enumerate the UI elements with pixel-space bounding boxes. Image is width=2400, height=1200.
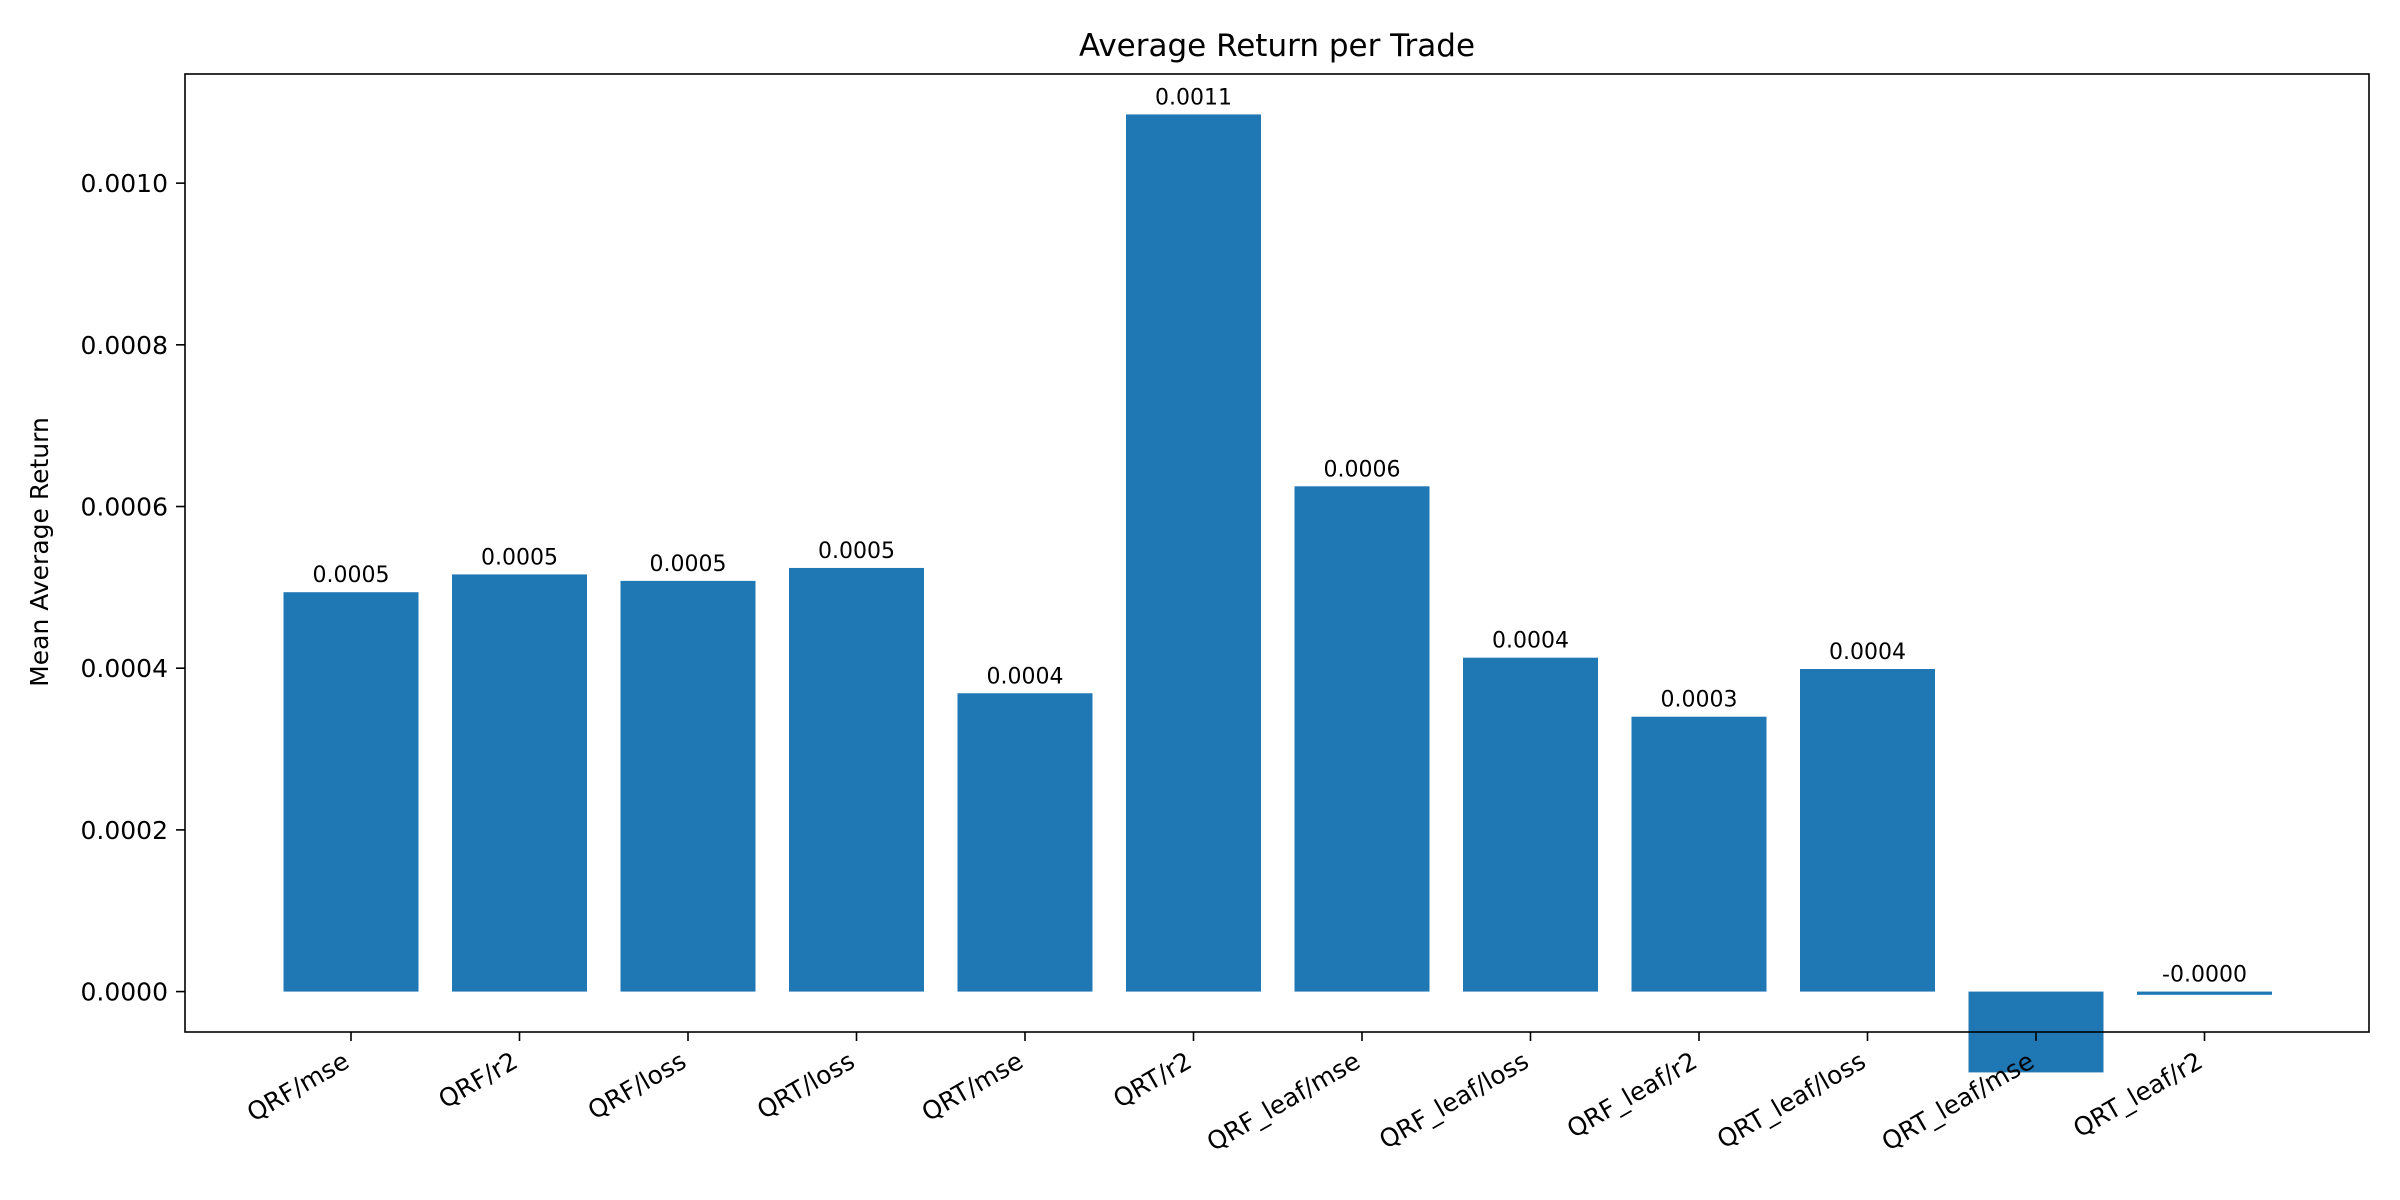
y-tick-label: 0.0008 bbox=[81, 331, 168, 360]
bar-value-label: 0.0004 bbox=[987, 664, 1064, 689]
bar bbox=[283, 592, 419, 992]
bar-value-label: -0.0000 bbox=[2162, 963, 2247, 988]
bar-value-label: 0.0011 bbox=[1155, 85, 1232, 110]
y-axis: 0.0000 0.0002 0.0004 0.0006 0.0008 0.0010 bbox=[81, 169, 185, 1007]
bars-group bbox=[283, 114, 2272, 1073]
bar bbox=[1463, 657, 1598, 992]
bar bbox=[1631, 716, 1767, 992]
bar-value-label: 0.0005 bbox=[818, 539, 895, 564]
bar-value-label: 0.0004 bbox=[1829, 640, 1906, 665]
y-tick-label: 0.0000 bbox=[81, 978, 168, 1007]
bar-value-label: 0.0005 bbox=[313, 563, 390, 588]
y-tick-label: 0.0010 bbox=[81, 169, 168, 198]
bar-value-label: 0.0005 bbox=[481, 545, 558, 570]
bar bbox=[1126, 114, 1261, 992]
bar bbox=[789, 567, 924, 992]
y-tick-label: 0.0006 bbox=[81, 493, 168, 522]
bar-value-label: 0.0003 bbox=[1661, 688, 1738, 713]
bar bbox=[620, 580, 756, 992]
bar bbox=[1800, 669, 1935, 992]
y-tick-label: 0.0004 bbox=[81, 654, 168, 683]
bar bbox=[2137, 991, 2272, 995]
bar bbox=[1294, 486, 1430, 992]
y-tick-label: 0.0002 bbox=[81, 816, 168, 845]
bar-labels-group: 0.0005 0.0005 0.0005 0.0005 0.0004 0.0011 0.00… bbox=[313, 85, 2247, 987]
plot-frame bbox=[184, 73, 2370, 1033]
bar bbox=[957, 693, 1093, 992]
bar-value-label: 0.0006 bbox=[1324, 457, 1401, 482]
bar-value-label: 0.0004 bbox=[1492, 629, 1569, 654]
chart-title: Average Return per Trade bbox=[1079, 28, 1475, 64]
bar bbox=[452, 574, 587, 992]
y-axis-label: Mean Average Return bbox=[25, 417, 54, 687]
bar-value-label: 0.0005 bbox=[650, 552, 727, 577]
